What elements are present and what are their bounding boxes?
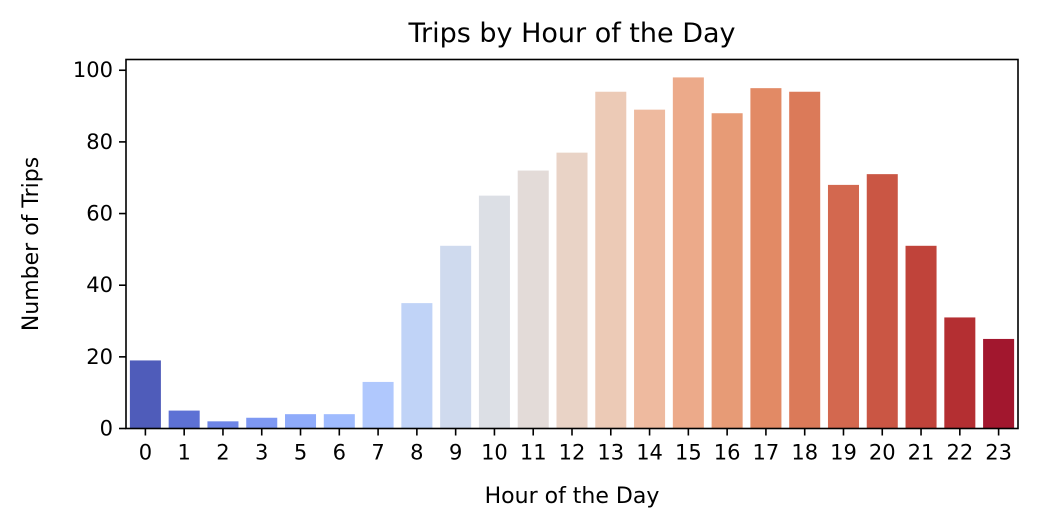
bar-hour-2	[207, 421, 239, 429]
x-tick-label: 22	[946, 441, 973, 465]
x-tick-label: 17	[753, 441, 780, 465]
x-tick-label: 16	[714, 441, 741, 465]
bar-hour-23	[983, 338, 1015, 429]
chart-title: Trips by Hour of the Day	[407, 18, 735, 49]
bar-hour-17	[750, 88, 782, 429]
x-axis-label: Hour of the Day	[485, 484, 660, 509]
bar-hour-1	[168, 410, 200, 429]
bar-hour-8	[401, 303, 433, 429]
x-tick-label: 14	[636, 441, 663, 465]
x-tick-label: 7	[371, 441, 384, 465]
x-tick-label: 23	[985, 441, 1012, 465]
bar-hour-18	[789, 91, 821, 429]
y-axis: 0 20 40 60 80 100	[73, 58, 126, 441]
x-tick-label: 21	[908, 441, 935, 465]
bar-hour-11	[517, 170, 549, 429]
bar-hour-7	[362, 381, 394, 429]
x-tick-label: 11	[520, 441, 547, 465]
x-tick-label: 12	[559, 441, 586, 465]
x-tick-label: 13	[597, 441, 624, 465]
bar-hour-12	[556, 152, 588, 429]
bar-hour-15	[672, 77, 704, 429]
x-axis: 0 1 2 3 5 6 7 8 9 10 11 12 13 14 15 16 17 18 19 20 21 22 23	[139, 428, 1012, 465]
y-tick-label: 100	[73, 58, 113, 82]
x-tick-label: 15	[675, 441, 702, 465]
bar-hour-21	[905, 245, 937, 429]
x-tick-label: 18	[791, 441, 818, 465]
y-tick-label: 0	[100, 417, 113, 441]
bar-hour-6	[323, 414, 355, 429]
x-tick-label: 19	[830, 441, 857, 465]
bars-group	[129, 77, 1015, 429]
x-tick-label: 5	[294, 441, 307, 465]
x-tick-label: 1	[177, 441, 190, 465]
bar-hour-13	[595, 91, 627, 429]
bar-hour-0	[129, 360, 161, 429]
plot-frame	[125, 58, 1019, 430]
x-tick-label: 10	[481, 441, 508, 465]
x-tick-label: 2	[216, 441, 229, 465]
y-tick-label: 60	[86, 202, 113, 226]
x-tick-label: 6	[333, 441, 346, 465]
x-tick-label: 20	[869, 441, 896, 465]
bar-hour-9	[440, 245, 472, 429]
y-tick-label: 80	[86, 130, 113, 154]
y-tick-label: 40	[86, 273, 113, 297]
bar-hour-10	[478, 195, 510, 429]
bar-hour-16	[711, 113, 743, 429]
bar-hour-3	[246, 417, 278, 429]
bar-hour-5	[285, 414, 317, 429]
bar-hour-22	[944, 317, 976, 429]
x-tick-label: 0	[139, 441, 152, 465]
x-tick-label: 8	[410, 441, 423, 465]
bar-hour-20	[866, 174, 898, 429]
bar-hour-19	[827, 184, 859, 429]
y-tick-label: 20	[86, 345, 113, 369]
bar-hour-14	[634, 109, 666, 429]
x-tick-label: 9	[449, 441, 462, 465]
y-axis-label: Number of Trips	[19, 157, 44, 331]
x-tick-label: 3	[255, 441, 268, 465]
